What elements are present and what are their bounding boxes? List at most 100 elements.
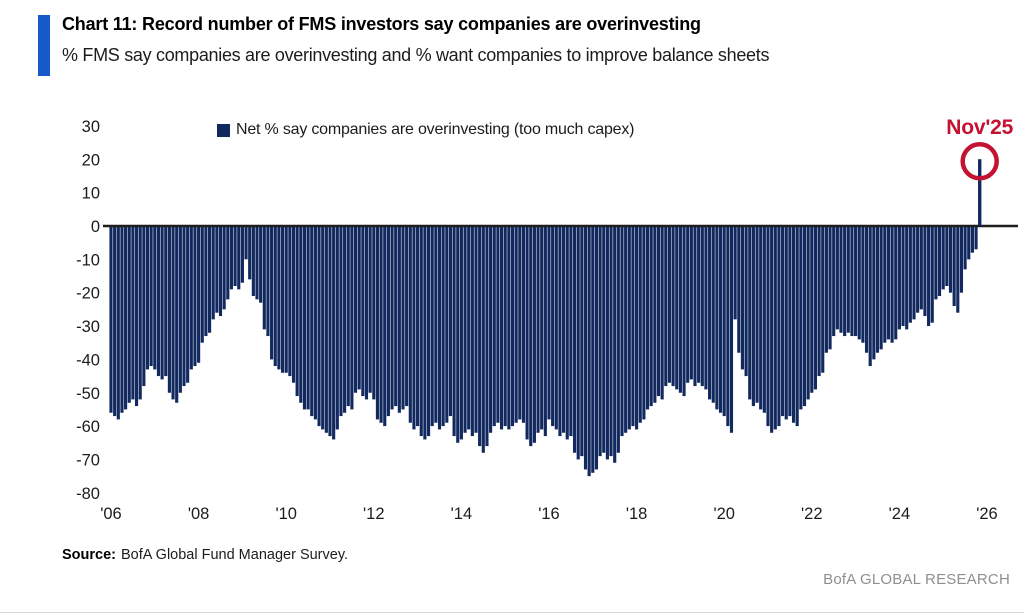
record-bar [978,159,982,226]
chart-bar [467,226,471,430]
chart-bar [255,226,259,300]
chart-bar [806,226,810,400]
chart-bar [507,226,511,430]
chart-bar [613,226,617,463]
chart-bar [240,226,244,283]
chart-bar [744,226,748,377]
chart-bar [456,226,460,443]
source-label: Source: [62,547,116,563]
chart-bar [580,226,584,457]
chart-bar [127,226,131,403]
chart-bar [142,226,146,387]
chart-bar [463,226,467,433]
chart-bar [905,226,909,330]
chart-bar [934,226,938,300]
chart-bar [503,226,507,427]
chart-bar [923,226,927,317]
chart-bar [499,226,504,430]
chart-bar [186,226,190,383]
chart-bar [416,226,420,427]
y-tick-label: -10 [76,251,100,269]
chart-bar [908,226,912,323]
chart-bar [671,226,675,387]
chart-bar [405,226,409,407]
chart-bar [846,226,850,333]
chart-bar [886,226,891,340]
chart-bar [295,226,299,397]
chart-bar [718,226,723,413]
x-tick-label: '26 [976,505,998,523]
x-tick-label: '12 [363,505,385,523]
x-tick-label: '20 [713,505,735,523]
chart-bar [748,226,752,400]
chart-bar [207,226,212,333]
chart-bar [879,226,883,350]
chart-bar [656,226,661,397]
chart-bar [813,226,818,390]
chart-bar [883,226,887,343]
chart-bar [824,226,828,353]
chart-bar [226,226,230,300]
chart-bar [653,226,657,403]
chart-bar [372,226,376,400]
chart-bar [229,226,234,290]
source-text: BofA Global Fund Manager Survey. [121,547,349,563]
chart-bar [678,226,682,393]
chart-bar [740,226,745,370]
chart-bar [963,226,967,270]
chart-bar [459,226,463,440]
chart-bar [762,226,766,413]
chart-bar [525,226,529,440]
chart-bar [474,226,478,433]
chart-bar [280,226,285,373]
chart-bar [733,226,737,320]
chart-bar [770,226,774,433]
chart-bar [667,226,672,383]
chart-bar [970,226,974,253]
chart-bar [755,226,759,403]
chart-bar [138,226,142,400]
chart-bar [791,226,796,423]
chart-bar [875,226,880,353]
chart-bar [441,226,445,427]
chart-bar [423,226,427,440]
chart-bar [448,226,453,417]
chart-bar [609,226,613,457]
chart-bar [164,226,168,377]
chart-bar [645,226,650,410]
chart-title: Chart 11: Record number of FMS investors… [62,14,701,34]
chart-bar [766,226,770,427]
chart-bar [773,226,777,430]
chart-bar [510,226,515,427]
chart-bar [828,226,832,350]
chart-bar [350,226,354,410]
chart-bar [145,226,150,370]
chart-bar [722,226,726,417]
chart-bar [222,226,226,310]
chart-bar [708,226,712,400]
chart-bar [149,226,153,367]
chart-bar [153,226,157,370]
chart-bar [799,226,803,410]
chart-bar [437,226,442,430]
chart-bar [313,226,317,420]
chart-bar [912,226,916,320]
chart-bar [353,226,358,393]
chart-bar [930,226,934,323]
chart-bar [704,226,708,390]
chart-bar [795,226,799,427]
chart-bar [251,226,255,297]
chart-bar [379,226,383,423]
chart-bar [109,226,113,413]
chart-bar [368,226,372,393]
chart-bar [288,226,292,377]
chart-bar [364,226,369,400]
chart-bar [565,226,569,440]
chart-bar [572,226,577,453]
chart-bar [587,226,591,477]
chart-bar [711,226,715,403]
chart-bar [200,226,204,343]
chart-bar [419,226,423,437]
chart-bar [518,226,522,420]
